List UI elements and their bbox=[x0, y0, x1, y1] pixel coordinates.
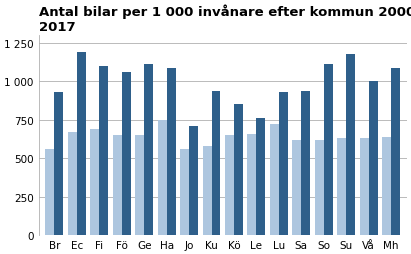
Bar bbox=[382, 137, 391, 235]
Bar bbox=[77, 53, 86, 235]
Bar bbox=[279, 93, 288, 235]
Bar bbox=[99, 67, 108, 235]
Bar bbox=[122, 73, 131, 235]
Bar bbox=[391, 69, 400, 235]
Bar bbox=[247, 135, 256, 235]
Bar bbox=[292, 140, 301, 235]
Bar bbox=[369, 82, 378, 235]
Bar bbox=[144, 65, 153, 235]
Bar bbox=[203, 146, 212, 235]
Bar bbox=[234, 104, 243, 235]
Bar bbox=[158, 120, 166, 235]
Bar bbox=[68, 133, 77, 235]
Bar bbox=[113, 136, 122, 235]
Bar bbox=[270, 125, 279, 235]
Bar bbox=[180, 149, 189, 235]
Bar bbox=[166, 68, 175, 235]
Bar bbox=[324, 65, 333, 235]
Bar bbox=[301, 91, 310, 235]
Bar bbox=[189, 126, 198, 235]
Bar bbox=[256, 119, 266, 235]
Bar bbox=[315, 140, 324, 235]
Bar bbox=[135, 136, 144, 235]
Bar bbox=[360, 139, 369, 235]
Text: Antal bilar per 1 000 invånare efter kommun 2000 och
2017: Antal bilar per 1 000 invånare efter kom… bbox=[39, 4, 411, 34]
Bar bbox=[212, 91, 220, 235]
Bar bbox=[346, 55, 355, 235]
Bar bbox=[54, 93, 63, 235]
Bar bbox=[225, 136, 234, 235]
Bar bbox=[337, 139, 346, 235]
Bar bbox=[45, 149, 54, 235]
Bar bbox=[90, 130, 99, 235]
